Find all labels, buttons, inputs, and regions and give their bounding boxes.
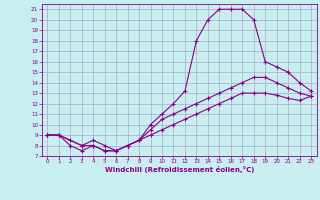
- X-axis label: Windchill (Refroidissement éolien,°C): Windchill (Refroidissement éolien,°C): [105, 166, 254, 173]
